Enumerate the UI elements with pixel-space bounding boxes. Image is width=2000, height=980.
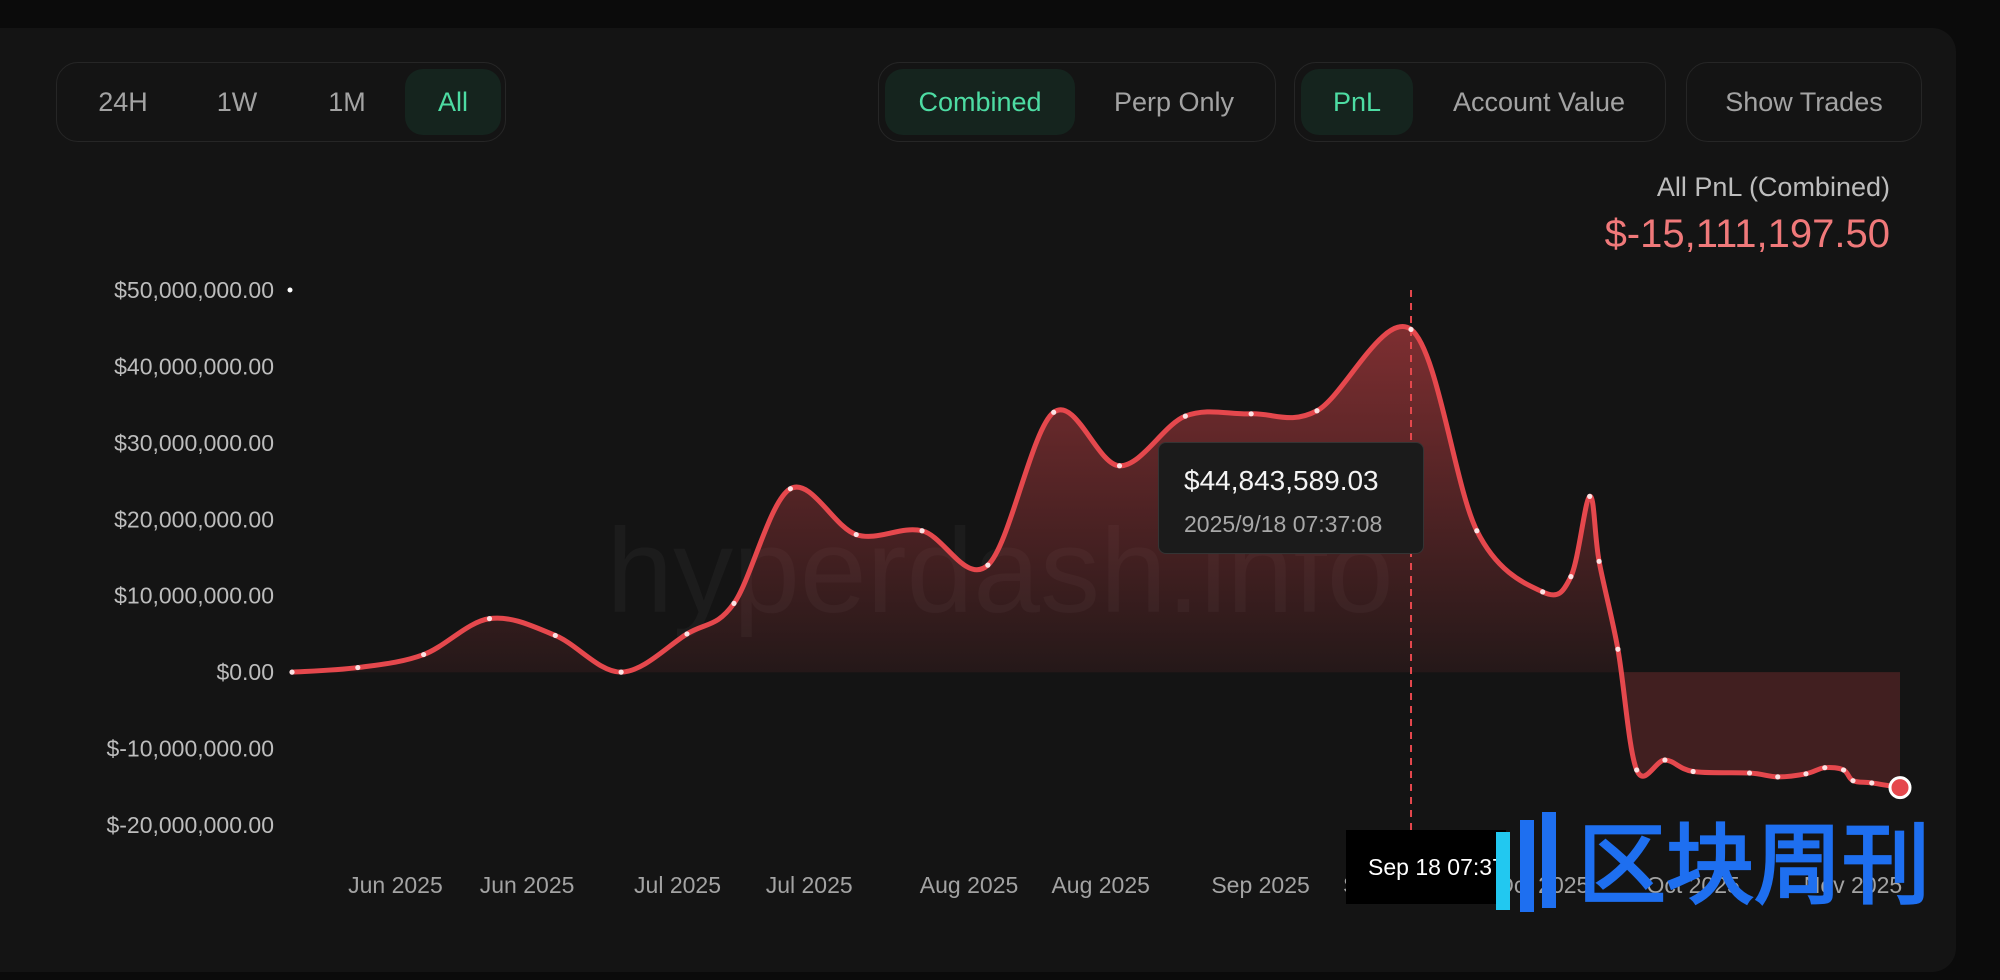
data-point — [1840, 767, 1847, 773]
data-point — [1116, 463, 1123, 469]
data-point — [486, 616, 493, 622]
data-point — [1822, 765, 1828, 771]
data-point — [289, 669, 295, 675]
data-point — [1662, 757, 1668, 763]
data-point — [1775, 774, 1781, 780]
range-tab-all[interactable]: All — [405, 69, 501, 135]
data-point — [1540, 589, 1546, 595]
data-point — [355, 664, 361, 671]
metric-tab-pnl[interactable]: PnL — [1301, 69, 1413, 135]
latest-point-marker — [1888, 776, 1912, 800]
data-point — [1596, 558, 1602, 564]
data-point — [985, 562, 991, 568]
x-tick-label: Aug 2025 — [1051, 872, 1149, 898]
show-trades-button[interactable]: Show Trades — [1725, 87, 1883, 117]
mode-selector: Combined Perp Only — [878, 62, 1276, 142]
range-selector: 24H 1W 1M All — [56, 62, 506, 142]
data-point — [731, 600, 737, 606]
metric-tab-account-value[interactable]: Account Value — [1452, 87, 1626, 117]
chart-tooltip: $44,843,589.03 2025/9/18 07:37:08 — [1158, 442, 1424, 554]
data-point — [1615, 646, 1621, 652]
show-trades-toggle: Show Trades — [1686, 62, 1922, 142]
x-tick-label: Aug 2025 — [920, 872, 1018, 898]
y-tick-label: $30,000,000.00 — [114, 430, 274, 456]
x-tick-label: Sep 2025 — [1211, 872, 1309, 898]
logo-mark-bar — [1520, 820, 1534, 912]
range-tab-24h[interactable]: 24H — [98, 87, 148, 117]
y-tick-label: $-10,000,000.00 — [106, 736, 274, 762]
y-tick-label: $20,000,000.00 — [114, 506, 274, 532]
mode-tab-perp-only[interactable]: Perp Only — [1113, 87, 1235, 117]
y-tick-label: $50,000,000.00 — [114, 277, 274, 303]
y-tick-label: $-20,000,000.00 — [106, 812, 274, 838]
y-tick-label: $0.00 — [216, 659, 274, 685]
x-tick-label: Jul 2025 — [766, 872, 853, 898]
metric-selector: PnL Account Value — [1294, 62, 1666, 142]
data-point — [1746, 770, 1753, 776]
mode-tab-combined[interactable]: Combined — [885, 69, 1075, 135]
chart-panel — [0, 28, 1956, 972]
area-fill-negative — [292, 672, 1900, 788]
tooltip-value: $44,843,589.03 — [1184, 465, 1379, 496]
x-tick-label: Jun 2025 — [348, 872, 443, 898]
data-point — [1690, 768, 1696, 775]
tooltip-datetime: 2025/9/18 07:37:08 — [1184, 511, 1383, 537]
y-tick-label: $40,000,000.00 — [114, 353, 274, 379]
data-point — [1051, 409, 1057, 415]
data-point — [1248, 411, 1254, 417]
crosshair-date-label: Sep 18 07:37 — [1346, 830, 1506, 904]
data-point — [1408, 326, 1414, 333]
data-point — [787, 486, 793, 492]
data-point — [1474, 528, 1480, 534]
data-point — [618, 669, 624, 675]
logo-text: 区块周刊 — [1578, 816, 1930, 915]
logo-mark-bar — [1542, 812, 1556, 908]
x-tick-label: Nov 2025 — [1804, 872, 1902, 898]
data-point — [1587, 493, 1593, 499]
data-point — [919, 528, 925, 534]
y-tick-label: $10,000,000.00 — [114, 583, 274, 609]
overlay-logo: 区块周刊 — [1496, 812, 1930, 915]
data-point — [684, 631, 690, 637]
data-point — [853, 531, 859, 538]
pnl-total-value: $-15,111,197.50 — [1604, 212, 1890, 256]
x-tick-label: Oct 2025 — [1646, 872, 1739, 898]
data-point — [1182, 413, 1188, 419]
range-tab-1m[interactable]: 1M — [328, 87, 366, 117]
data-point — [552, 632, 558, 639]
data-point — [1568, 574, 1574, 580]
data-point — [1634, 767, 1640, 773]
x-tick-label: Jul 2025 — [634, 872, 721, 898]
data-point — [421, 651, 427, 658]
pnl-caption: All PnL (Combined) — [1656, 172, 1890, 202]
data-point — [1869, 780, 1875, 786]
area-fill-positive — [294, 326, 1622, 672]
data-point — [1850, 778, 1856, 784]
data-point — [1803, 771, 1809, 777]
data-point — [1314, 408, 1320, 414]
logo-mark-bar — [1496, 832, 1510, 910]
y-axis: $50,000,000.00 $40,000,000.00 $30,000,000.… — [106, 277, 274, 838]
range-tab-1w[interactable]: 1W — [216, 87, 258, 117]
x-tick-label: Jun 2025 — [480, 872, 575, 898]
axis-dot — [287, 287, 293, 293]
